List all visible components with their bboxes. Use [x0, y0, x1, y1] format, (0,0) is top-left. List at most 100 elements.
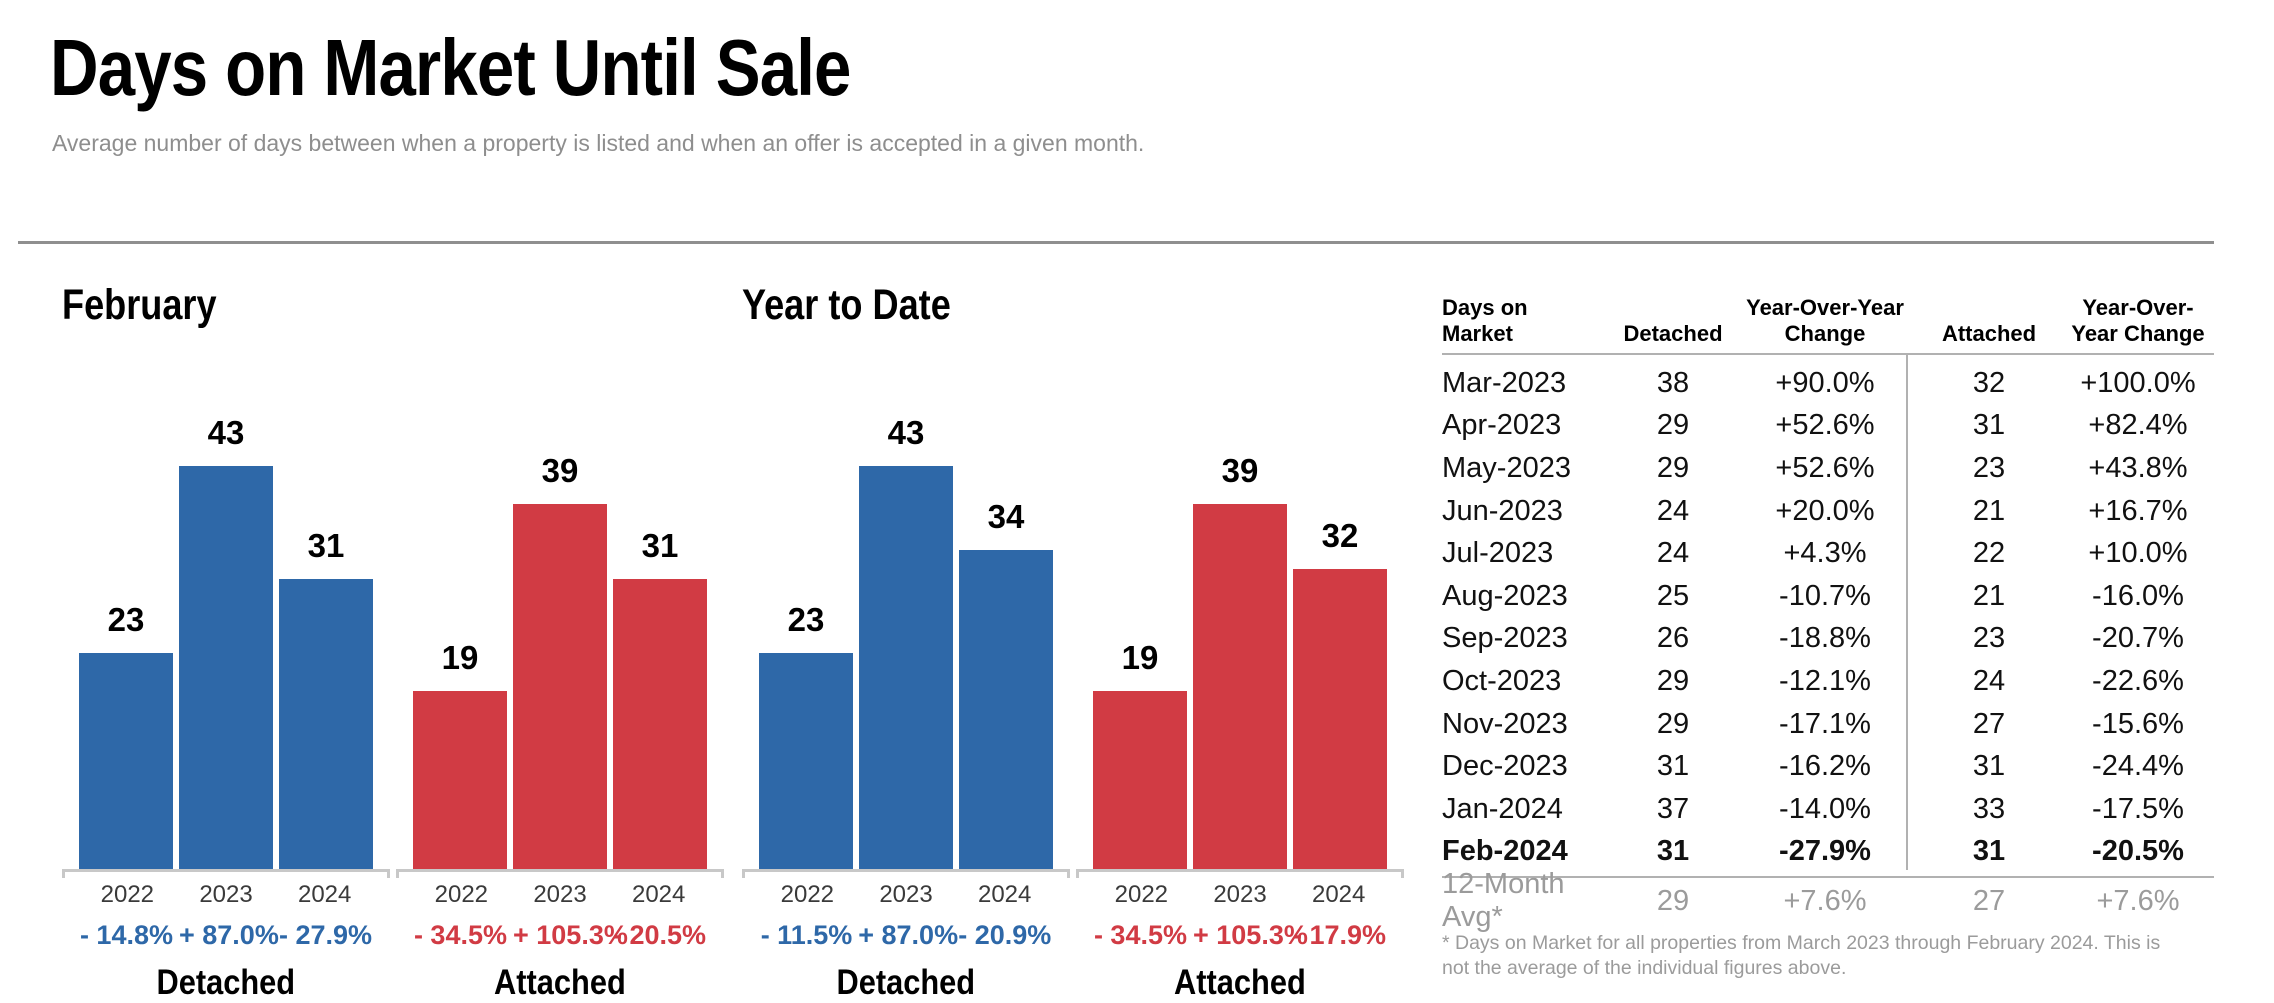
summary-label: 12-Month Avg* — [1442, 868, 1565, 934]
year-tick-label: 2023 — [533, 881, 587, 908]
group-label-attached: Attached — [1174, 963, 1306, 1002]
year-tick-label: 2022 — [1114, 881, 1169, 908]
row-attached: 23 — [1972, 622, 2006, 655]
group-label-attached: Attached — [494, 963, 626, 1002]
row-attached-change: +10.0% — [2088, 537, 2188, 570]
year-tick-label: 2022 — [434, 881, 489, 908]
bar-value-label: 39 — [1221, 452, 1259, 489]
row-month: Oct-2023 — [1442, 664, 1562, 697]
bar — [1093, 691, 1187, 869]
bar-value-label: 19 — [441, 639, 479, 676]
row-detached-change: -17.1% — [1779, 707, 1871, 740]
pct-change-label: - 11.5% — [760, 920, 853, 950]
row-detached: 24 — [1656, 494, 1690, 527]
chart-year-to-date: Year to Date 23 43 34 2022 2023 2024- 11.5% + … — [742, 281, 1404, 1002]
row-detached: 24 — [1656, 537, 1690, 570]
row-attached-change: -16.0% — [2092, 579, 2184, 612]
pct-change-label: - 34.5% — [413, 920, 507, 950]
row-detached-change: +52.6% — [1775, 409, 1875, 442]
table-row: Jun-2023 24 +20.0% 21 +16.7% — [1442, 490, 2214, 533]
summary-attached-change: +7.6% — [2096, 884, 2180, 917]
row-detached: 29 — [1656, 451, 1690, 484]
year-tick-label: 2024 — [977, 881, 1032, 908]
table-row: Oct-2023 29 -12.1% 24 -22.6% — [1442, 660, 2214, 703]
bar — [1193, 504, 1287, 869]
bar — [859, 466, 953, 869]
bar-wrap: 23 — [759, 601, 853, 869]
year-labels-row: 2022 2023 2024 — [62, 878, 390, 909]
bar-wrap: 31 — [279, 527, 373, 869]
pct-change-label: + 105.3% — [1193, 920, 1308, 950]
row-detached: 29 — [1656, 664, 1690, 697]
row-detached-change: -16.2% — [1779, 750, 1871, 783]
year-tick-label: 2023 — [199, 881, 253, 908]
table-row: Dec-2023 31 -16.2% 31 -24.4% — [1442, 745, 2214, 788]
bar — [759, 653, 853, 869]
year-labels-row: 2022 2023 2024 — [396, 878, 724, 909]
header-divider — [18, 241, 2214, 244]
table-header-yoy-change-detached: Year-Over-Year Change — [1746, 295, 1904, 346]
bar — [279, 579, 373, 869]
x-axis-bracket — [1076, 869, 1404, 878]
row-detached-change: +20.0% — [1775, 494, 1875, 527]
pct-change-label: + 87.0% — [179, 920, 279, 950]
table-summary-rule — [1442, 876, 2214, 879]
table-header-yoy-change-attached: Year-Over-Year Change — [2071, 295, 2205, 346]
row-attached-change: -20.5% — [2092, 835, 2184, 868]
bars-row: 23 43 31 — [62, 407, 390, 869]
bar-value-label: 31 — [307, 527, 345, 564]
chart-year-to-date-title: Year to Date — [742, 281, 951, 329]
group-label-detached: Detached — [836, 963, 976, 1002]
bar-value-label: 34 — [987, 498, 1025, 535]
row-attached: 21 — [1972, 579, 2006, 612]
year-tick-label: 2023 — [1213, 881, 1267, 908]
row-detached-change: -10.7% — [1779, 579, 1871, 612]
bar-value-label: 23 — [787, 601, 825, 638]
table-vertical-divider — [1906, 355, 1908, 870]
row-attached: 22 — [1972, 537, 2006, 570]
bar — [1293, 569, 1387, 869]
pct-change-label: + 87.0% — [858, 920, 959, 950]
row-detached-change: +90.0% — [1775, 366, 1875, 399]
pct-change-label: - 20.9% — [958, 920, 1052, 950]
bar-group-attached: 19 39 31 2022 2023 2024- 34.5% + 105.3% - 20.5%… — [396, 407, 724, 1003]
row-attached-change: -24.4% — [2092, 750, 2184, 783]
row-attached: 24 — [1972, 664, 2006, 697]
row-month: Mar-2023 — [1442, 366, 1567, 399]
year-labels-row: 2022 2023 2024 — [742, 878, 1070, 909]
row-detached: 38 — [1656, 366, 1690, 399]
x-axis-bracket — [62, 869, 390, 878]
row-attached-change: +82.4% — [2088, 409, 2188, 442]
row-month: Apr-2023 — [1442, 409, 1562, 442]
bar-wrap: 43 — [859, 414, 953, 869]
bar-wrap: 34 — [959, 498, 1053, 869]
table-header-days-on-market: Days on Market — [1442, 295, 1528, 346]
table-row: Mar-2023 38 +90.0% 32 +100.0% — [1442, 362, 2214, 405]
chart-february-title: February — [62, 281, 217, 329]
row-attached: 33 — [1972, 792, 2006, 825]
row-attached-change: +100.0% — [2080, 366, 2196, 399]
bar-wrap: 39 — [1193, 452, 1287, 869]
pct-change-row: - 14.8% + 87.0% - 27.9% — [62, 909, 390, 951]
table-row: Feb-2024 31 -27.9% 31 -20.5% — [1442, 831, 2214, 874]
row-detached-change: +52.6% — [1775, 451, 1875, 484]
pct-change-label: - 34.5% — [1093, 920, 1187, 950]
table-row: Aug-2023 25 -10.7% 21 -16.0% — [1442, 575, 2214, 618]
table-header-row: Days on Market Detached Year-Over-Year C… — [1442, 293, 2214, 353]
pct-change-row: - 11.5% + 87.0% - 20.9% — [742, 909, 1070, 951]
row-month: Sep-2023 — [1442, 622, 1568, 655]
page-title: Days on Market Until Sale — [50, 22, 1003, 114]
bar-wrap: 39 — [513, 452, 607, 869]
bar — [513, 504, 607, 869]
chart-year-to-date-plot: 23 43 34 2022 2023 2024- 11.5% + 87.0% - 20.9% D… — [742, 407, 1404, 1003]
year-tick-label: 2024 — [297, 881, 352, 908]
table-row: Jul-2023 24 +4.3% 22 +10.0% — [1442, 532, 2214, 575]
table-header-attached: Attached — [1941, 321, 2037, 346]
row-month: Feb-2024 — [1442, 835, 1568, 868]
table-summary-row: 12-Month Avg* 29 +7.6% 27 +7.6% — [1442, 868, 2214, 933]
bar-value-label: 19 — [1121, 639, 1159, 676]
year-tick-label: 2022 — [780, 881, 835, 908]
pct-change-row: - 34.5% + 105.3% - 20.5% — [396, 909, 724, 951]
row-attached-change: -15.6% — [2092, 707, 2184, 740]
row-detached-change: +4.3% — [1783, 537, 1867, 570]
